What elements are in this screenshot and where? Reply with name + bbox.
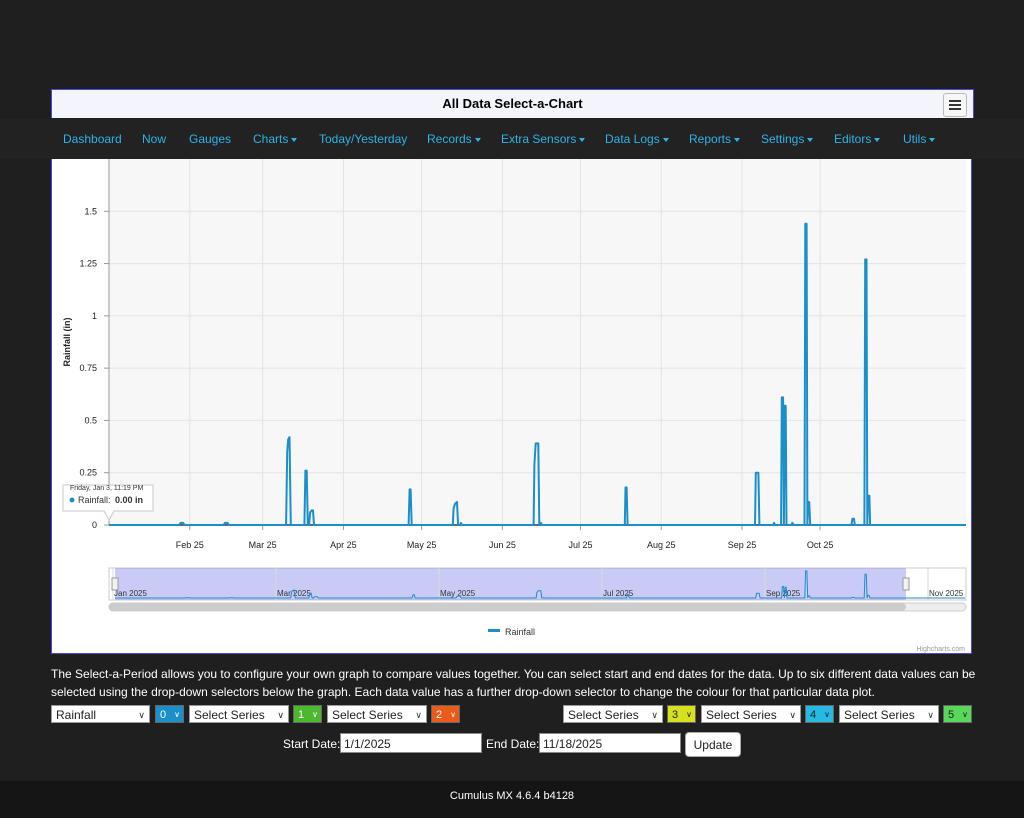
caret-down-icon [662,137,669,142]
series-select-6[interactable]: Select Series ∨ [839,705,939,723]
navigator-left-handle [111,577,119,591]
chevron-down-icon: ∨ [312,710,318,719]
x-tick-label: Apr 25 [330,540,357,550]
series-select-4[interactable]: Select Series ∨ [563,705,663,723]
navigator-label: Sep 2025 [766,589,801,598]
intro-text: The Select-a-Period allows you to config… [51,667,976,699]
update-button[interactable]: Update [685,732,741,757]
color-select-6[interactable]: 5 ∨ [943,705,972,723]
caret-down-icon [734,137,741,142]
navigator-label: May 2025 [440,589,476,598]
legend-symbol [488,629,500,632]
caret-down-icon [929,137,936,142]
caret-down-icon [291,137,298,142]
chart-container: 0 0.25 0.5 0.75 1 1.25 1.5 Feb 25 Mar 25 Apr 25 Ma… [51,159,972,654]
navigator-label: Jan 2025 [114,589,147,598]
y-tick-label: 0 [92,520,97,530]
hamburger-menu-icon[interactable] [943,93,967,117]
caret-down-icon [807,137,814,142]
tooltip-value: 0.00 in [115,495,143,505]
tooltip-marker [69,497,75,503]
navigator-series-line [115,570,965,599]
footer-version: Cumulus MX 4.6.4 b4128 [449,790,575,802]
chevron-down-icon: ∨ [789,710,796,720]
x-tick-label: May 25 [407,540,437,550]
chevron-down-icon: ∨ [174,710,180,719]
x-tick-label: Jul 25 [568,540,592,550]
nav-records[interactable]: Records [427,132,481,146]
tooltip-series: Rainfall: [78,495,111,505]
title-bar: All Data Select-a-Chart [51,89,974,118]
legend-label: Rainfall [505,627,535,637]
nav-now[interactable]: Now [142,132,167,146]
caret-down-icon [874,137,881,142]
chevron-down-icon: ∨ [686,710,692,719]
navigator-label: Jul 2025 [603,589,634,598]
chart-credits: Highcharts.com [916,646,965,653]
nav-charts[interactable]: Charts [253,132,298,146]
color-select-3[interactable]: 2 ∨ [431,705,460,723]
y-tick-label: 1.25 [79,259,97,269]
end-date-label: End Date: [486,737,540,751]
plot-background [109,159,966,525]
nav-utils[interactable]: Utils [903,132,936,146]
footer: Cumulus MX 4.6.4 b4128 [0,781,1024,818]
nav-reports[interactable]: Reports [689,132,741,146]
navigator-selected-range [115,568,906,600]
nav-extra-sensors[interactable]: Extra Sensors [501,132,586,146]
y-tick-label: 0.75 [79,363,97,373]
start-date-input[interactable]: 1/1/2025 [340,733,482,753]
chevron-down-icon: ∨ [824,710,830,719]
navigator-label: Nov 2025 [929,589,964,598]
rainfall-series-line [109,222,966,526]
y-tick-label: 1.5 [84,206,97,216]
color-select-1[interactable]: 0 ∨ [155,705,184,723]
nav-settings[interactable]: Settings [761,132,814,146]
series-select-2[interactable]: Select Series ∨ [189,705,289,723]
tooltip-box [62,484,154,522]
nav-editors[interactable]: Editors [834,132,881,146]
rainfall-chart[interactable]: 0 0.25 0.5 0.75 1 1.25 1.5 Feb 25 Mar 25 Apr 25 Ma… [52,159,971,654]
y-axis-title: Rainfall (in) [62,317,72,366]
tooltip-date: Friday, Jan 3, 11:19 PM [70,485,143,492]
end-date-input[interactable]: 11/18/2025 [539,733,681,753]
nav-dashboard[interactable]: Dashboard [63,132,122,146]
color-select-5[interactable]: 4 ∨ [805,705,834,723]
y-tick-label: 1 [92,311,97,321]
x-tick-label: Oct 25 [807,540,834,550]
x-tick-label: Feb 25 [176,540,204,550]
x-tick-label: Aug 25 [647,540,676,550]
color-select-2[interactable]: 1 ∨ [293,705,322,723]
chevron-down-icon: ∨ [450,710,456,719]
series-select-3[interactable]: Select Series ∨ [327,705,427,723]
series-select-5[interactable]: Select Series ∨ [701,705,801,723]
nav-gauges[interactable]: Gauges [189,132,232,146]
chevron-down-icon: ∨ [651,710,658,720]
navigator-scrollbar-thumb [109,603,906,611]
start-date-label: Start Date: [283,737,341,751]
chevron-down-icon: ∨ [927,710,934,720]
nav-data-logs[interactable]: Data Logs [605,132,669,146]
x-tick-label: Mar 25 [249,540,277,550]
x-tick-label: Sep 25 [728,540,757,550]
series-select-1[interactable]: Rainfall ∨ [51,705,150,723]
chevron-down-icon: ∨ [277,710,284,720]
caret-down-icon [579,137,586,142]
navigator-background [108,567,967,601]
chevron-down-icon: ∨ [138,710,145,720]
chevron-down-icon: ∨ [415,710,422,720]
nav-today-yesterday[interactable]: Today/Yesterday [319,132,408,146]
x-tick-label: Jun 25 [489,540,516,550]
caret-down-icon [474,137,481,142]
y-tick-label: 0.25 [79,468,97,478]
y-tick-label: 0.5 [84,415,97,425]
main-navbar: Dashboard Now Gauges Charts Today/Yester… [0,119,1024,159]
color-select-4[interactable]: 3 ∨ [667,705,696,723]
navigator-right-handle [902,577,910,591]
chevron-down-icon: ∨ [962,710,968,719]
page-title: All Data Select-a-Chart [442,96,583,111]
